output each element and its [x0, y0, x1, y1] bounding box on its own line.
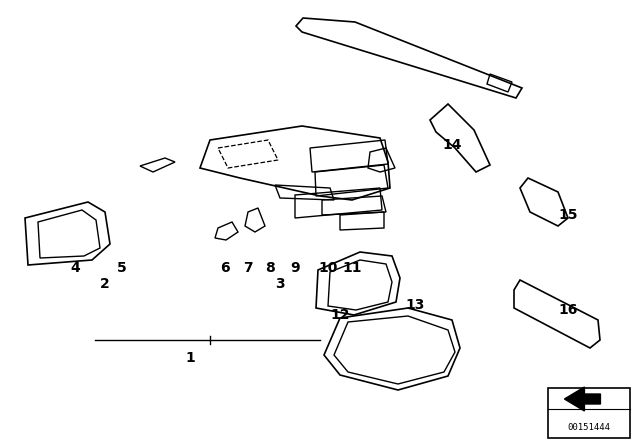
Text: 13: 13 — [405, 298, 425, 312]
Polygon shape — [564, 387, 600, 411]
Bar — [548, 388, 630, 438]
Text: 00151444: 00151444 — [568, 423, 611, 432]
Text: 5: 5 — [117, 261, 127, 275]
Text: 9: 9 — [290, 261, 300, 275]
Text: 11: 11 — [342, 261, 362, 275]
Text: 8: 8 — [265, 261, 275, 275]
Text: 10: 10 — [318, 261, 338, 275]
Text: 3: 3 — [275, 277, 285, 291]
Text: 15: 15 — [558, 208, 578, 222]
Text: 12: 12 — [330, 308, 349, 322]
Text: 14: 14 — [442, 138, 461, 152]
Text: 6: 6 — [220, 261, 230, 275]
Text: 16: 16 — [558, 303, 578, 317]
Text: 2: 2 — [100, 277, 110, 291]
Text: 7: 7 — [243, 261, 253, 275]
Text: 4: 4 — [70, 261, 80, 275]
Text: 1: 1 — [185, 351, 195, 365]
